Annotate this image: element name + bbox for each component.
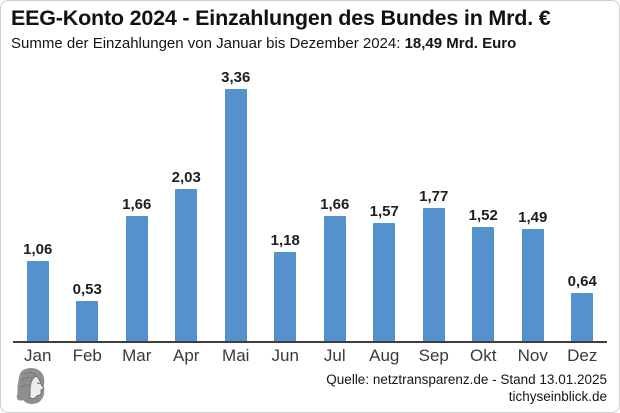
bar-column-sep: 1,77	[409, 188, 459, 341]
bar-jul	[323, 216, 346, 341]
bar-value-label: 1,66	[122, 196, 152, 213]
bar-feb	[76, 301, 99, 341]
bar-column-feb: 0,53	[63, 281, 113, 341]
subtitle-sum-value: 18,49 Mrd. Euro	[404, 35, 517, 52]
x-tick-label-mar: Mar	[122, 346, 152, 365]
bar-value-label: 1,06	[23, 241, 53, 258]
bar-dez	[571, 293, 594, 341]
site-line: tichyseinblick.de	[508, 389, 607, 404]
bar-sep	[422, 208, 445, 341]
x-axis-labels: Jan Feb Mar Apr Mai Jun Jul Aug Sep Okt Nov Dez	[13, 343, 607, 369]
bar-mai	[224, 89, 247, 341]
bar-value-label: 1,77	[419, 188, 449, 205]
x-tick-label-okt: Okt	[470, 346, 497, 365]
classical-head-logo-icon	[9, 366, 53, 406]
bar-jan	[26, 261, 49, 341]
bar-column-dez: 0,64	[558, 273, 608, 341]
bar-mar	[125, 216, 148, 341]
bar-jun	[274, 252, 297, 341]
x-tick-label-jan: Jan	[24, 346, 52, 365]
bar-value-label: 0,53	[72, 281, 102, 298]
x-tick-label-feb: Feb	[72, 346, 102, 365]
bar-chart: 1,06 0,53 1,66 2,03 3,36 1,18 1,66 1,57 1,77 1,52…	[13, 61, 607, 369]
bar-okt	[472, 227, 495, 341]
x-tick-label-nov: Nov	[517, 346, 548, 365]
bar-aug	[373, 223, 396, 341]
x-tick-label-aug: Aug	[369, 346, 400, 365]
bar-value-label: 1,66	[320, 196, 350, 213]
x-tick-label-dez: Dez	[567, 346, 598, 365]
bar-value-label: 1,18	[270, 232, 300, 249]
bar-column-mar: 1,66	[112, 196, 162, 341]
plot-area: 1,06 0,53 1,66 2,03 3,36 1,18 1,66 1,57 1,77 1,52…	[13, 61, 607, 343]
x-tick-label-apr: Apr	[173, 346, 200, 365]
bar-value-label: 3,36	[221, 69, 251, 86]
bar-value-label: 1,52	[468, 207, 498, 224]
chart-subtitle: Summe der Einzahlungen von Januar bis De…	[11, 35, 609, 52]
bar-column-jul: 1,66	[310, 196, 360, 341]
bar-column-apr: 2,03	[162, 169, 212, 341]
bar-nov	[521, 229, 544, 341]
bar-value-label: 0,64	[567, 273, 597, 290]
x-tick-label-mai: Mai	[222, 346, 250, 365]
bar-value-label: 2,03	[171, 169, 201, 186]
bar-value-label: 1,49	[518, 209, 548, 226]
bar-column-nov: 1,49	[508, 209, 558, 341]
x-tick-label-sep: Sep	[418, 346, 449, 365]
subtitle-text: Summe der Einzahlungen von Januar bis De…	[11, 35, 405, 52]
bar-column-mai: 3,36	[211, 69, 261, 341]
bar-value-label: 1,57	[369, 203, 399, 220]
x-tick-label-jun: Jun	[271, 346, 299, 365]
bar-column-jan: 1,06	[13, 241, 63, 341]
chart-title: EEG-Konto 2024 - Einzahlungen des Bundes…	[11, 6, 551, 30]
x-tick-label-jul: Jul	[323, 346, 346, 365]
bar-column-jun: 1,18	[261, 232, 311, 341]
source-line: Quelle: netztransparenz.de - Stand 13.01…	[326, 372, 607, 387]
source-attribution: Quelle: netztransparenz.de - Stand 13.01…	[326, 371, 607, 405]
bar-apr	[175, 189, 198, 341]
bar-column-aug: 1,57	[360, 203, 410, 341]
bar-column-okt: 1,52	[459, 207, 509, 341]
